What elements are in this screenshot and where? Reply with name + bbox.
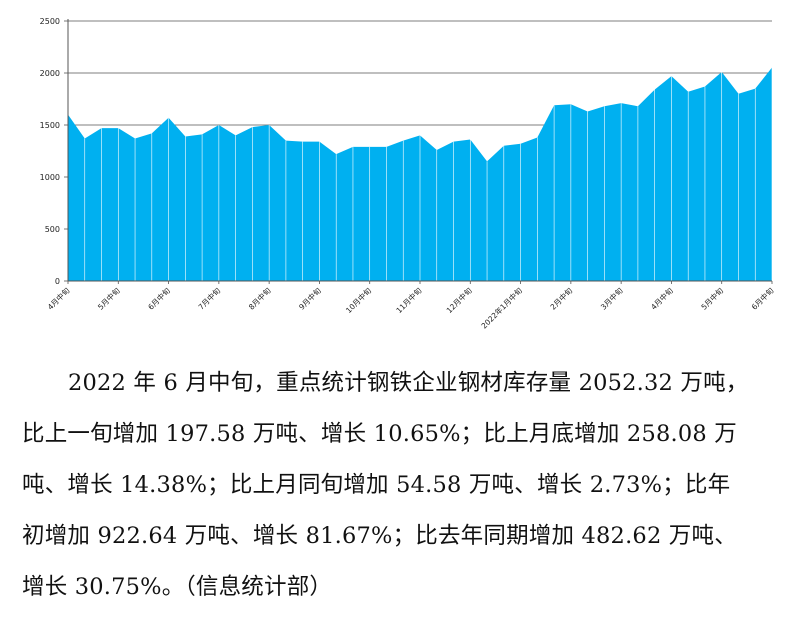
x-tick-label-4: 8月中旬	[246, 285, 273, 312]
y-tick-label-2500: 2500	[40, 17, 60, 26]
x-tick-label-3: 7月中旬	[196, 285, 223, 312]
x-tick-label-9: 2022年1月中旬	[479, 285, 525, 331]
inventory-report-text: 2022 年 6 月中旬，重点统计钢铁企业钢材库存量 2052.32 万吨， 比…	[22, 358, 782, 613]
x-tick-label-6: 10月中旬	[343, 285, 373, 315]
x-tick-label-12: 4月中旬	[648, 285, 675, 312]
x-tick-label-2: 6月中旬	[146, 285, 173, 312]
report-line-4: 初增加 922.64 万吨、增长 81.67%；比去年同期增加 482.62 万…	[22, 523, 737, 549]
report-line-1: 2022 年 6 月中旬，重点统计钢铁企业钢材库存量 2052.32 万吨，	[68, 370, 749, 396]
y-tick-labels: 0 500 1000 1500 2000 2500	[40, 17, 68, 286]
report-line-5: 增长 30.75%。（信息统计部）	[22, 574, 333, 600]
x-tick-label-5: 9月中旬	[296, 285, 323, 312]
x-tick-label-14: 6月中旬	[749, 285, 776, 312]
x-tick-label-8: 12月中旬	[444, 285, 474, 315]
y-tick-label-500: 500	[45, 225, 60, 234]
x-tick-label-0: 4月中旬	[45, 285, 72, 312]
report-line-3: 吨、增长 14.38%；比上月同旬增加 54.58 万吨、增长 2.73%；比年	[22, 472, 731, 498]
report-line-2: 比上一旬增加 197.58 万吨、增长 10.65%；比上月底增加 258.08…	[22, 421, 737, 447]
y-tick-label-0: 0	[55, 277, 60, 286]
x-tick-label-11: 3月中旬	[598, 285, 625, 312]
area-series	[67, 67, 773, 281]
x-tick-label-7: 11月中旬	[394, 285, 424, 315]
y-tick-label-2000: 2000	[40, 69, 60, 78]
inventory-area-chart: 0 500 1000 1500 2000 2500 4月中旬 5月中旬 6月中旬 7月中旬 8月中…	[40, 17, 776, 330]
x-tick-label-13: 5月中旬	[699, 285, 726, 312]
x-tick-labels: 4月中旬 5月中旬 6月中旬 7月中旬 8月中旬 9月中旬 10月中旬 11月中旬 12月中旬 2…	[45, 281, 776, 330]
y-tick-label-1000: 1000	[40, 173, 60, 182]
y-tick-label-1500: 1500	[40, 121, 60, 130]
x-tick-label-1: 5月中旬	[95, 285, 122, 312]
x-tick-label-10: 2月中旬	[548, 285, 575, 312]
